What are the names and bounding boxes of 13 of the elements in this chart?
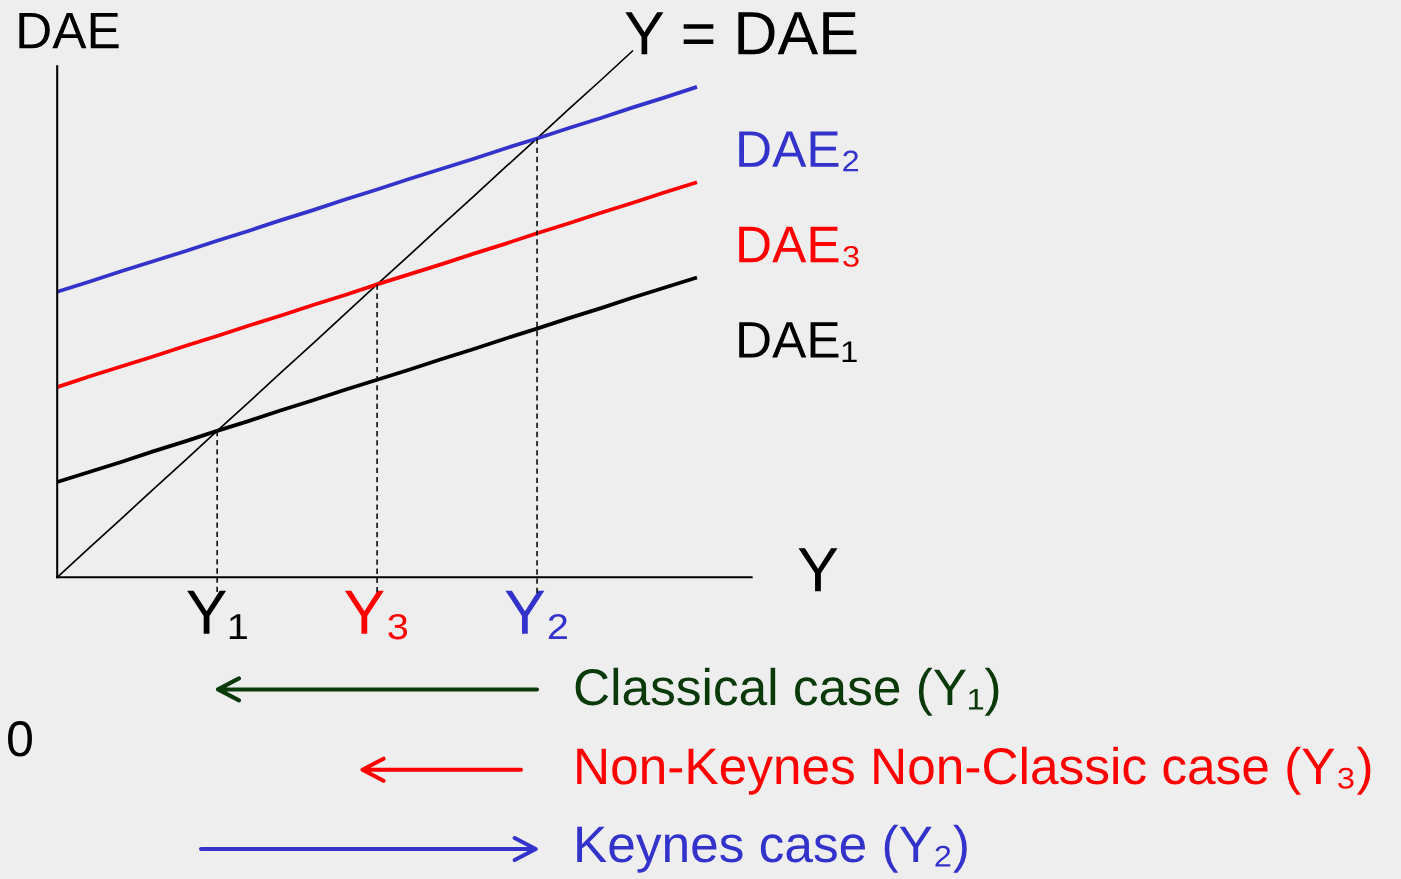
series-label: Y = DAE [625, 12, 857, 55]
x-axis-title: Y [798, 548, 838, 592]
series-label: DAE₁ [739, 322, 857, 362]
series-label: DAE₂ [739, 131, 859, 172]
text: 0 [8, 721, 32, 757]
x-tick-label: Y₁ [187, 590, 247, 640]
text: Classical case (Y₁) [575, 667, 999, 716]
x-tick-label: Y₂ [505, 590, 567, 640]
y-axis-title: DAE [19, 12, 119, 49]
x-tick-label: Y₃ [344, 590, 408, 640]
text: Non-Keynes Non-Classic case (Y₃) [577, 746, 1371, 795]
text: Keynes case (Y₂) [577, 824, 967, 873]
series-label: DAE₃ [739, 226, 859, 267]
